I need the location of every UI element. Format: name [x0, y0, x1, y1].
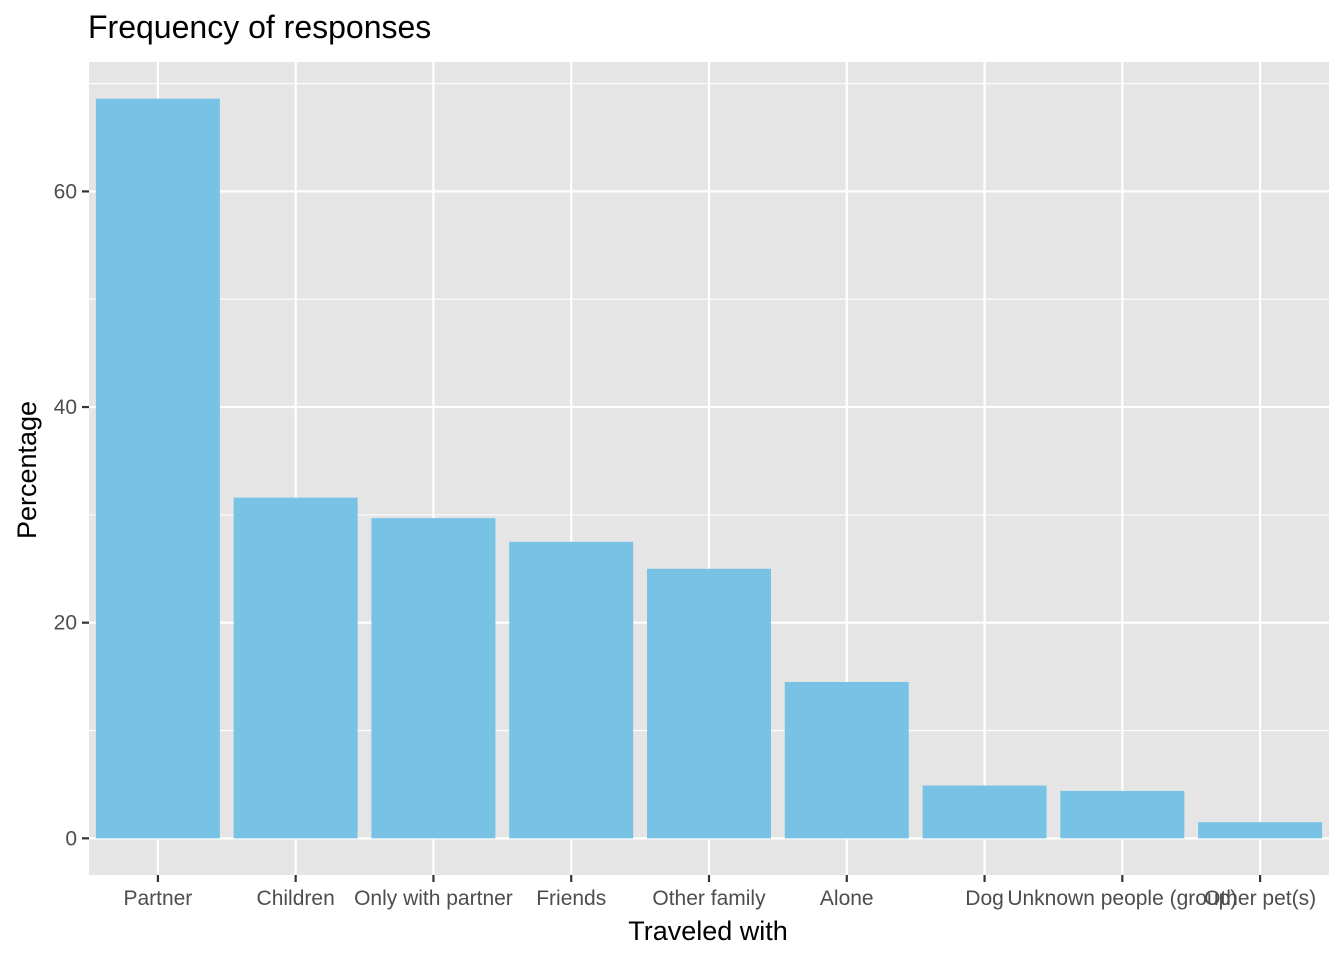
y-tick-label: 60 — [54, 180, 77, 203]
bar — [95, 98, 220, 839]
bar — [233, 497, 358, 839]
y-tick-label: 40 — [54, 396, 77, 419]
bars — [95, 98, 1323, 839]
y-axis-title: Percentage — [12, 401, 42, 539]
bar — [371, 518, 496, 839]
bar — [1060, 790, 1185, 839]
x-tick-label: Friends — [536, 887, 606, 910]
bar — [922, 785, 1047, 839]
x-tick-label: Dog — [965, 887, 1004, 910]
bar — [784, 681, 909, 839]
x-tick-label: Other pet(s) — [1204, 887, 1316, 910]
x-tick-label: Only with partner — [354, 887, 513, 910]
x-tick-label: Alone — [820, 887, 874, 910]
x-tick-label: Children — [257, 887, 335, 910]
bar — [1198, 822, 1323, 839]
x-axis-title: Traveled with — [628, 916, 788, 946]
x-axis: Partner Children Only with partner Friends O… — [123, 875, 1316, 910]
y-axis: 0 20 40 60 — [54, 180, 89, 850]
y-tick-label: 20 — [54, 612, 77, 635]
x-tick-label: Partner — [123, 887, 192, 910]
bar — [647, 568, 771, 839]
x-tick-label: Unknown people (group) — [1007, 887, 1237, 910]
y-tick-label: 0 — [65, 827, 77, 850]
x-tick-label: Other family — [652, 887, 766, 910]
chart-title: Frequency of responses — [88, 9, 431, 45]
bar — [509, 541, 634, 839]
